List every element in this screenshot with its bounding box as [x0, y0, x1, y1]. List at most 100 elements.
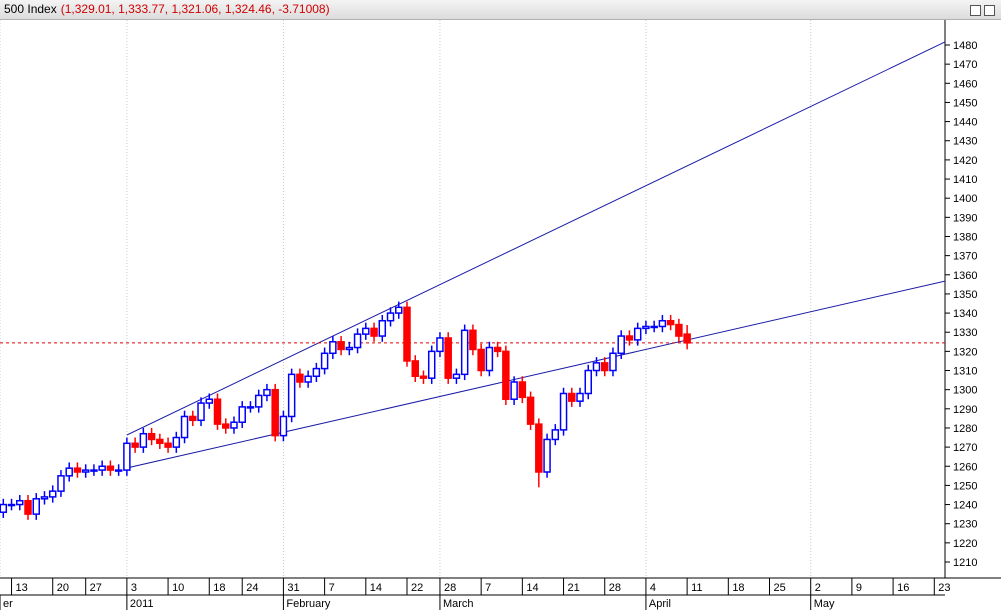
candle-body	[48, 490, 57, 498]
candle-body	[16, 499, 24, 506]
candle-body	[403, 306, 411, 362]
candle-body	[592, 362, 601, 372]
month-label: 2011	[130, 598, 154, 610]
candle-body	[172, 436, 181, 448]
y-tick-label: 1230	[953, 519, 977, 531]
candle-body	[123, 442, 131, 471]
candle-body	[197, 402, 205, 422]
y-tick-label: 1460	[953, 78, 977, 90]
title-bar: 500 Index (1,329.01, 1,333.77, 1,321.06, …	[0, 0, 1001, 20]
trendline	[126, 41, 946, 436]
candle-body	[551, 429, 560, 441]
candle-body	[147, 432, 156, 441]
candle-body	[370, 327, 378, 337]
candle-body	[568, 392, 576, 402]
candle-body	[32, 498, 41, 515]
y-tick-label: 1310	[953, 366, 977, 378]
candle-body	[559, 392, 568, 431]
candle-body	[469, 329, 477, 351]
candle-body	[131, 442, 139, 448]
candle-body	[263, 388, 271, 397]
candle-body	[279, 415, 288, 437]
y-tick-label: 1420	[953, 155, 977, 167]
x-tick-label: 7	[329, 582, 335, 594]
candle-body	[230, 421, 238, 429]
month-label: May	[814, 598, 835, 610]
candle-body	[114, 469, 123, 472]
x-tick-label: 10	[172, 582, 184, 594]
x-tick-label: 11	[691, 582, 702, 594]
candle-body	[617, 335, 625, 355]
candle-body	[296, 373, 304, 383]
y-tick-label: 1260	[953, 461, 977, 473]
x-tick-label: 14	[526, 582, 538, 594]
candle-body	[98, 465, 106, 471]
candle-body	[164, 442, 172, 448]
x-tick-label: 31	[287, 582, 299, 594]
candle-body	[106, 465, 115, 471]
x-tick-label: 24	[246, 582, 258, 594]
y-tick-label: 1430	[953, 136, 977, 148]
candle-body	[485, 346, 494, 372]
candle-body	[600, 362, 609, 372]
month-label: February	[286, 598, 331, 610]
month-label: April	[649, 598, 671, 610]
x-tick-label: 23	[938, 582, 950, 594]
month-label: er	[3, 598, 13, 610]
window-buttons[interactable]	[967, 3, 995, 22]
candle-body	[40, 496, 49, 500]
candle-body	[666, 319, 675, 326]
candle-body	[444, 337, 452, 379]
candle-body	[362, 327, 370, 335]
candle-body	[213, 398, 222, 425]
candle-body	[205, 398, 214, 404]
candle-body	[287, 373, 296, 418]
y-tick-label: 1280	[953, 423, 977, 435]
candle-body	[518, 381, 527, 399]
candle-body	[7, 503, 16, 507]
candle-body	[609, 352, 617, 372]
candle-body	[189, 415, 197, 422]
x-tick-label: 22	[411, 582, 423, 594]
candle-body	[502, 350, 510, 400]
candle-body	[675, 323, 683, 337]
candle-body	[90, 469, 98, 472]
candle-body	[427, 350, 436, 379]
candle-body	[411, 360, 419, 378]
y-tick-label: 1340	[953, 308, 977, 320]
y-tick-label: 1350	[953, 289, 977, 301]
candle-body	[329, 341, 337, 355]
close-button[interactable]	[984, 5, 995, 16]
restore-button[interactable]	[970, 5, 981, 16]
x-tick-label: 27	[90, 582, 102, 594]
candle-body	[353, 333, 362, 349]
candle-body	[254, 394, 263, 408]
candle-body	[345, 346, 354, 351]
y-tick-label: 1330	[953, 327, 977, 339]
y-tick-label: 1210	[953, 557, 977, 569]
candle-body	[24, 499, 32, 515]
candle-body	[238, 406, 246, 423]
candle-body	[221, 423, 230, 429]
x-tick-label: 18	[732, 582, 744, 594]
candle-body	[156, 438, 164, 445]
x-tick-label: 7	[485, 582, 491, 594]
x-tick-label: 28	[444, 582, 456, 594]
symbol-name: 500 Index	[4, 2, 57, 16]
y-tick-label: 1300	[953, 385, 977, 397]
candle-body	[625, 335, 634, 341]
candle-body	[460, 329, 469, 376]
candle-body	[535, 423, 543, 473]
candle-body	[584, 369, 593, 395]
candle-body	[378, 319, 387, 337]
month-label: March	[443, 598, 474, 610]
y-tick-label: 1380	[953, 231, 977, 243]
y-tick-label: 1370	[953, 251, 977, 263]
candle-body	[0, 503, 8, 513]
y-tick-label: 1450	[953, 97, 977, 109]
candle-body	[57, 475, 65, 492]
candle-body	[543, 438, 551, 473]
candle-body	[312, 367, 321, 378]
